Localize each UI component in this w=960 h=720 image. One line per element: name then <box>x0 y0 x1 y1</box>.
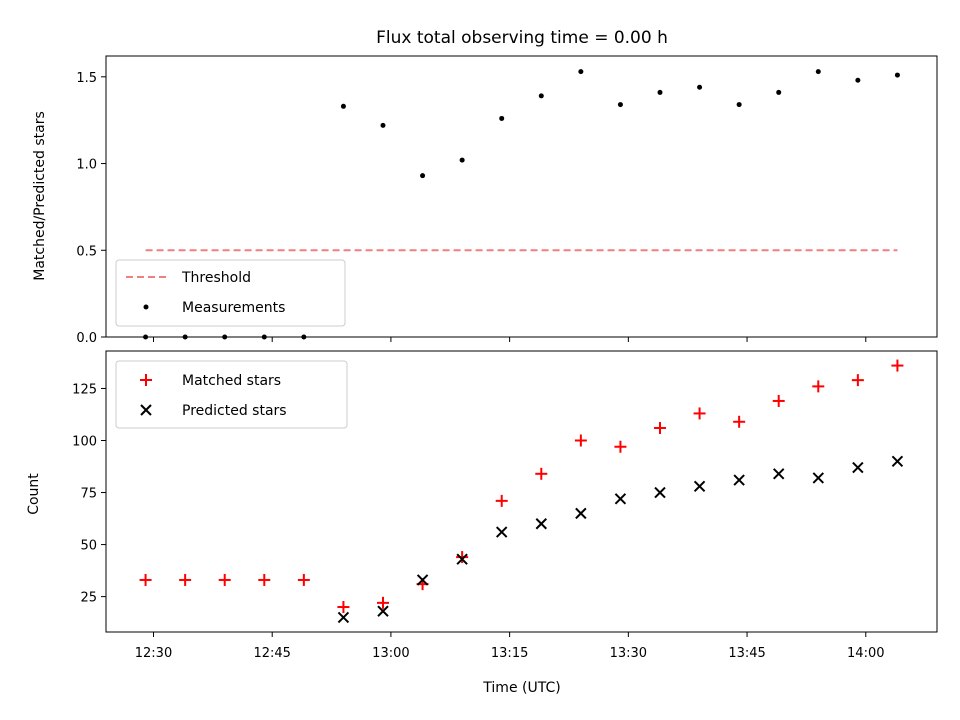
x-tick-label: 13:30 <box>610 646 647 661</box>
chart-title: Flux total observing time = 0.00 h <box>376 28 668 48</box>
predicted-star-point <box>891 455 904 468</box>
matched-star-point <box>218 573 231 586</box>
matched-star-point <box>535 467 548 480</box>
matched-star-point <box>179 573 192 586</box>
measurement-point <box>578 69 584 75</box>
measurement-point <box>855 77 861 83</box>
predicted-star-point <box>377 605 389 617</box>
bottom-y-tick-label: 25 <box>80 591 97 606</box>
predicted-star-point <box>575 507 587 520</box>
top-y-tick-label: 0.5 <box>76 244 97 259</box>
top-panel: Flux total observing time = 0.00 h Match… <box>32 28 938 346</box>
bottom-plot-marks <box>139 359 904 624</box>
matched-star-point <box>654 422 666 435</box>
top-plot-marks <box>143 69 900 340</box>
predicted-star-point <box>654 486 666 499</box>
bottom-axis-ticks: 25 50 75 100 125 12:30 12:45 13:00 13:15 13:30 13:… <box>72 382 884 661</box>
bottom-y-tick-label: 100 <box>72 435 97 450</box>
measurement-point <box>617 102 623 108</box>
legend-measurements-swatch <box>143 304 149 310</box>
measurement-point <box>657 89 663 95</box>
measurement-point <box>894 72 900 78</box>
legend-measurements-label: Measurements <box>182 300 285 316</box>
measurement-point <box>538 93 544 99</box>
matched-star-point <box>851 374 864 387</box>
top-y-tick-label: 1.0 <box>76 158 97 173</box>
top-y-tick-label: 1.5 <box>76 71 97 86</box>
legend-threshold-label: Threshold <box>181 270 251 286</box>
measurement-point <box>420 173 426 179</box>
bottom-legend-box <box>115 360 348 429</box>
bottom-axes-frame <box>105 350 938 633</box>
top-legend: Threshold Measurements <box>115 259 346 327</box>
predicted-star-point <box>496 526 508 538</box>
predicted-star-point <box>773 468 785 480</box>
predicted-star-point <box>693 480 706 493</box>
predicted-star-point <box>812 472 824 484</box>
matched-star-point <box>574 434 587 447</box>
top-y-axis-label: Matched/Predicted stars <box>32 111 48 281</box>
measurement-point <box>459 157 465 163</box>
matched-star-point <box>891 359 904 372</box>
matched-star-point <box>733 415 746 428</box>
measurement-point <box>697 84 703 90</box>
predicted-star-point <box>456 553 468 565</box>
predicted-star-point <box>852 461 864 474</box>
matched-star-point <box>258 573 271 586</box>
top-y-tick-label: 0.0 <box>76 331 97 346</box>
x-tick-label: 12:45 <box>253 646 290 661</box>
measurement-point <box>736 102 742 108</box>
measurement-point <box>776 89 782 95</box>
legend-matched-swatch <box>140 374 152 386</box>
matched-star-point <box>693 407 706 420</box>
bottom-legend: Matched stars Predicted stars <box>115 360 348 429</box>
top-axes-frame <box>105 55 938 338</box>
matched-star-point <box>772 394 785 407</box>
x-tick-label: 12:30 <box>135 646 172 661</box>
matched-star-point <box>377 596 389 609</box>
predicted-star-point <box>733 474 745 486</box>
bottom-panel: Count Time (UTC) 25 50 75 100 125 12:30 12:45 1… <box>26 350 938 696</box>
bottom-y-axis-label: Count <box>26 473 42 515</box>
legend-predicted-label: Predicted stars <box>182 403 287 419</box>
x-tick-label: 14:00 <box>847 646 884 661</box>
top-legend-box <box>115 259 346 327</box>
top-axis-ticks: 0.0 0.5 1.0 1.5 <box>76 71 867 346</box>
matched-star-point <box>456 551 469 564</box>
bottom-y-tick-label: 50 <box>80 539 97 554</box>
matched-star-point <box>297 573 310 586</box>
bottom-y-tick-label: 125 <box>72 382 97 397</box>
predicted-star-point <box>535 518 547 530</box>
measurement-point <box>380 122 386 128</box>
x-tick-label: 13:00 <box>372 646 409 661</box>
x-tick-label: 13:45 <box>728 646 765 661</box>
predicted-star-point <box>614 493 627 505</box>
legend-matched-label: Matched stars <box>182 373 281 389</box>
measurement-point <box>815 69 821 75</box>
x-axis-label: Time (UTC) <box>482 680 560 696</box>
matched-star-point <box>812 380 825 393</box>
predicted-star-point <box>416 574 429 586</box>
matched-star-point <box>337 601 350 614</box>
measurement-point <box>499 115 505 121</box>
predicted-star-point <box>337 611 350 624</box>
matched-star-point <box>495 494 508 507</box>
x-tick-label: 13:15 <box>491 646 528 661</box>
matched-star-point <box>139 573 152 586</box>
measurement-point <box>340 103 346 109</box>
bottom-y-tick-label: 75 <box>80 487 97 502</box>
matched-star-point <box>614 440 627 453</box>
legend-predicted-swatch <box>140 404 152 416</box>
